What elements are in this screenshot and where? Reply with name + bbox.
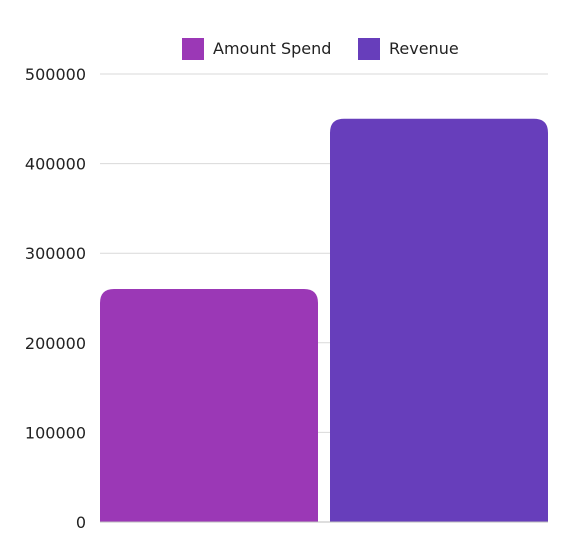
legend-swatch	[182, 38, 204, 60]
legend-label: Revenue	[389, 39, 459, 58]
legend: Amount Spend Revenue	[182, 38, 459, 60]
y-tick-label: 400000	[25, 155, 86, 174]
y-axis: 0 100000 200000 300000 400000 500000	[25, 65, 548, 532]
y-tick-label: 500000	[25, 65, 86, 84]
legend-swatch	[358, 38, 380, 60]
y-tick-label: 100000	[25, 423, 86, 442]
legend-label: Amount Spend	[213, 39, 331, 58]
bar-amount-spend	[100, 289, 318, 522]
y-tick-label: 0	[76, 513, 86, 532]
y-tick-label: 200000	[25, 334, 86, 353]
bar-revenue	[330, 118, 548, 523]
bars	[100, 118, 548, 523]
y-tick-label: 300000	[25, 244, 86, 263]
